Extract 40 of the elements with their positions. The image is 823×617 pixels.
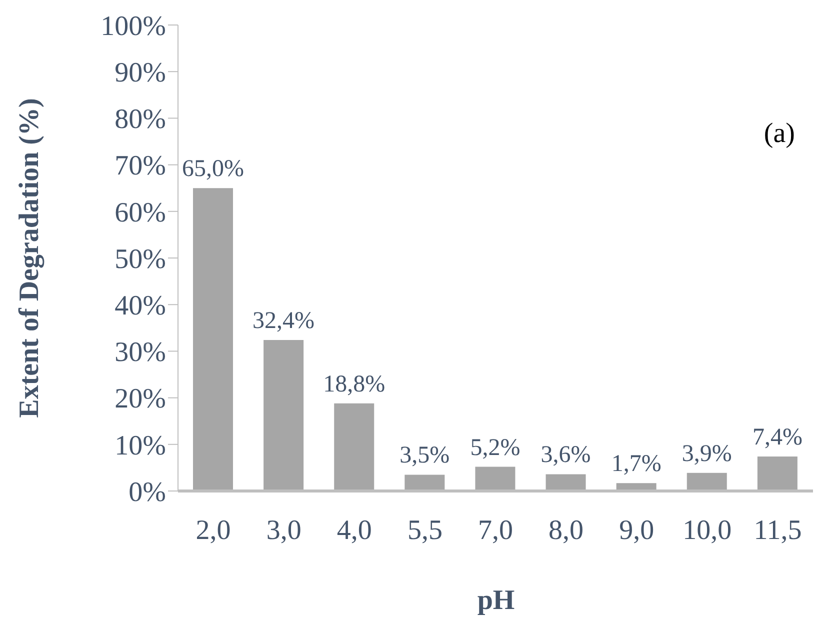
y-tick-label: 40% bbox=[114, 290, 166, 322]
data-label: 3,9% bbox=[682, 440, 732, 467]
data-label: 7,4% bbox=[752, 424, 802, 451]
bar bbox=[193, 188, 233, 491]
x-tick-label: 7,0 bbox=[478, 514, 513, 546]
x-tick-label: 8,0 bbox=[548, 514, 584, 546]
bar bbox=[475, 466, 516, 491]
x-tick-label: 10,0 bbox=[682, 514, 732, 546]
y-axis-title: Extent of Degradation (%) bbox=[14, 98, 46, 418]
y-tick-label: 60% bbox=[114, 197, 166, 228]
data-label: 3,6% bbox=[540, 442, 591, 468]
data-label: 3,5% bbox=[400, 442, 450, 469]
annotation: (a) bbox=[764, 118, 795, 150]
bar bbox=[686, 472, 727, 491]
x-tick-label: 5,5 bbox=[407, 514, 442, 546]
bar bbox=[546, 474, 586, 491]
y-tick-label: 10% bbox=[114, 430, 166, 462]
y-tick-label: 30% bbox=[114, 337, 166, 368]
bar bbox=[757, 456, 798, 491]
data-label: 5,2% bbox=[470, 434, 520, 461]
x-tick-label: 3,0 bbox=[266, 514, 302, 546]
bar bbox=[404, 474, 445, 491]
x-tick-label: 4,0 bbox=[336, 514, 372, 546]
x-tick-label: 11,5 bbox=[754, 514, 802, 546]
bar bbox=[264, 340, 304, 491]
bar bbox=[334, 403, 374, 491]
data-label: 18,8% bbox=[323, 371, 386, 398]
y-tick-label: 70% bbox=[114, 150, 166, 182]
x-tick-label: 9,0 bbox=[619, 514, 654, 546]
x-tick-label: 2,0 bbox=[196, 514, 231, 546]
data-label: 32,4% bbox=[252, 308, 315, 334]
y-tick-label: 50% bbox=[114, 244, 166, 275]
data-label: 1,7% bbox=[611, 451, 662, 478]
y-tick-label: 20% bbox=[114, 384, 166, 415]
y-tick-label: 0% bbox=[128, 476, 166, 508]
data-label: 65,0% bbox=[182, 156, 244, 182]
y-tick-label: 100% bbox=[100, 10, 166, 42]
x-axis-title: pH bbox=[477, 585, 515, 617]
y-tick-label: 80% bbox=[114, 104, 166, 136]
y-tick-label: 90% bbox=[114, 58, 166, 89]
